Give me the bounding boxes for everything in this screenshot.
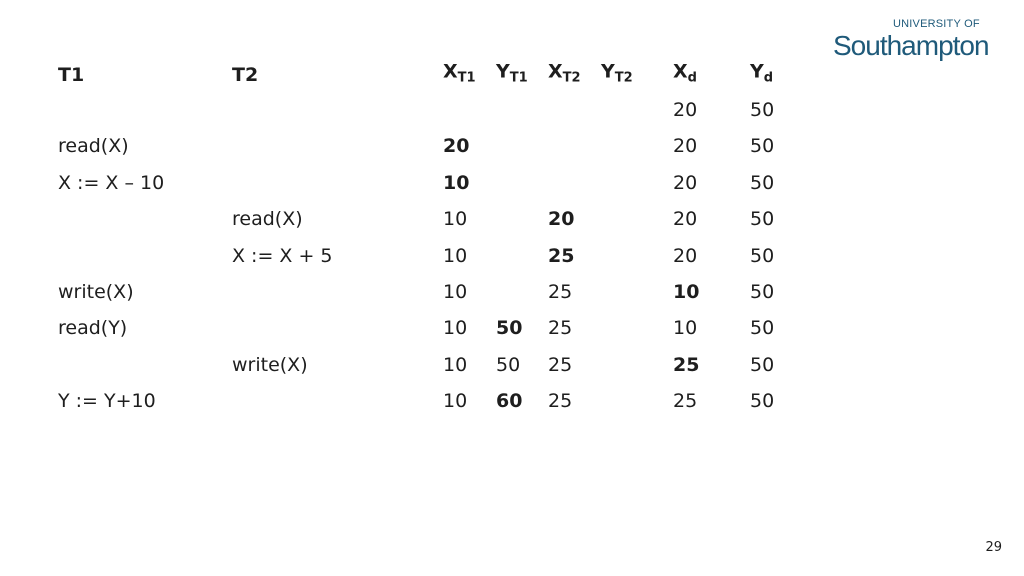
table-cell-xd: 10 — [673, 317, 698, 340]
table-cell-xt1: 10 — [443, 281, 468, 303]
table-cell-xt2: 25 — [548, 244, 575, 267]
table-cell-xt1: 10 — [443, 244, 468, 267]
logo-line1: UNIVERSITY OF — [893, 18, 980, 30]
header-subscript: T1 — [457, 70, 476, 86]
table-cell-t1: X := X – 10 — [58, 171, 165, 194]
table-cell-t2: write(X) — [232, 353, 308, 376]
column-header-xd: Xd — [673, 60, 697, 91]
header-main: X — [443, 60, 458, 83]
table-cell-yd: 50 — [750, 390, 775, 413]
table-cell-yd: 50 — [750, 208, 775, 231]
table-cell-yd: 50 — [750, 135, 775, 158]
table-cell-xt1: 10 — [443, 171, 470, 194]
header-subscript: T2 — [562, 70, 581, 86]
table-cell-xt1: 20 — [443, 135, 470, 158]
column-header-t1: T1 — [58, 63, 84, 87]
header-subscript: d — [763, 70, 774, 86]
table-cell-xt2: 25 — [548, 353, 573, 376]
column-header-xt2: XT2 — [548, 60, 581, 91]
table-cell-xd: 20 — [673, 171, 698, 194]
table-cell-yt1: 60 — [496, 390, 523, 413]
header-subscript: d — [687, 70, 697, 86]
header-subscript: T1 — [509, 70, 528, 86]
table-cell-t2: read(X) — [232, 208, 303, 231]
logo-line2: Southampton — [833, 30, 990, 61]
table-cell-xt2: 25 — [548, 317, 573, 340]
table-cell-xd: 20 — [673, 135, 698, 158]
table-cell-xd: 10 — [673, 281, 700, 303]
header-main: Y — [750, 60, 764, 83]
column-header-t2: T2 — [232, 63, 258, 87]
table-cell-yd: 50 — [750, 281, 775, 303]
table-cell-t1: Y := Y+10 — [58, 390, 156, 413]
university-logo: UNIVERSITY OF Southampton — [833, 18, 1003, 62]
table-cell-yt1: 50 — [496, 353, 521, 376]
table-cell-yd: 50 — [750, 317, 775, 340]
table-cell-yd: 50 — [750, 353, 775, 376]
table-cell-yd: 50 — [750, 244, 775, 267]
table-cell-xd: 20 — [673, 244, 698, 267]
table-cell-xd: 20 — [673, 99, 698, 121]
table-cell-xd: 25 — [673, 390, 698, 413]
column-header-yt2: YT2 — [601, 60, 633, 91]
table-cell-xd: 25 — [673, 353, 700, 376]
table-cell-t1: read(X) — [58, 135, 129, 158]
header-main: X — [548, 60, 563, 83]
column-header-xt1: XT1 — [443, 60, 476, 91]
header-main: T2 — [232, 64, 259, 86]
page-number: 29 — [985, 540, 1002, 555]
header-main: Y — [496, 60, 510, 83]
table-cell-yd: 50 — [750, 171, 775, 194]
table-cell-t1: write(X) — [58, 281, 134, 303]
table-cell-xd: 20 — [673, 208, 698, 231]
table-cell-yt1: 50 — [496, 317, 523, 340]
table-cell-xt1: 10 — [443, 390, 468, 413]
header-subscript: T2 — [614, 70, 633, 86]
table-cell-yd: 50 — [750, 99, 775, 121]
header-main: X — [673, 60, 688, 83]
table-cell-xt1: 10 — [443, 353, 468, 376]
table-cell-xt2: 25 — [548, 390, 573, 413]
table-cell-t1: read(Y) — [58, 317, 128, 340]
header-main: T1 — [58, 64, 85, 86]
table-cell-xt2: 25 — [548, 281, 573, 303]
table-cell-xt1: 10 — [443, 208, 468, 231]
column-header-yt1: YT1 — [496, 60, 528, 91]
table-cell-xt1: 10 — [443, 317, 468, 340]
table-cell-t2: X := X + 5 — [232, 244, 333, 267]
column-header-yd: Yd — [750, 60, 773, 91]
header-main: Y — [601, 60, 615, 83]
table-cell-xt2: 20 — [548, 208, 575, 231]
